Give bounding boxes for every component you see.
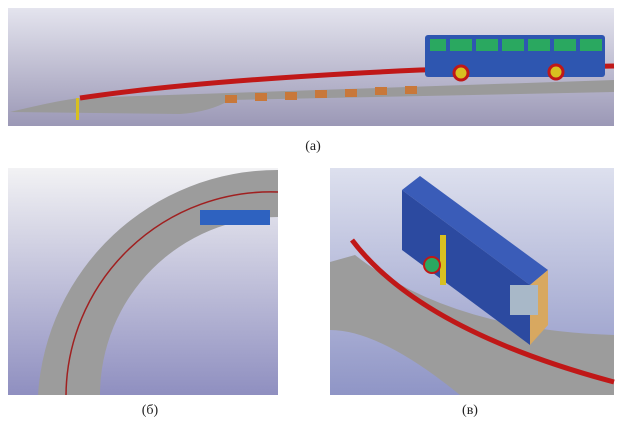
post [76, 98, 79, 120]
wheel [424, 257, 440, 273]
caption: (в) [462, 403, 478, 418]
caption: (б) [142, 403, 159, 418]
bus [200, 210, 270, 225]
bus-door [440, 235, 446, 285]
panel-c [330, 168, 614, 395]
wheel [454, 66, 468, 80]
panel-a [8, 8, 614, 126]
panel-b [8, 168, 278, 395]
caption: (а) [305, 139, 321, 154]
bus-windshield [510, 285, 538, 315]
figure: (а) (б) (в) [0, 0, 617, 423]
wheel [549, 65, 563, 79]
